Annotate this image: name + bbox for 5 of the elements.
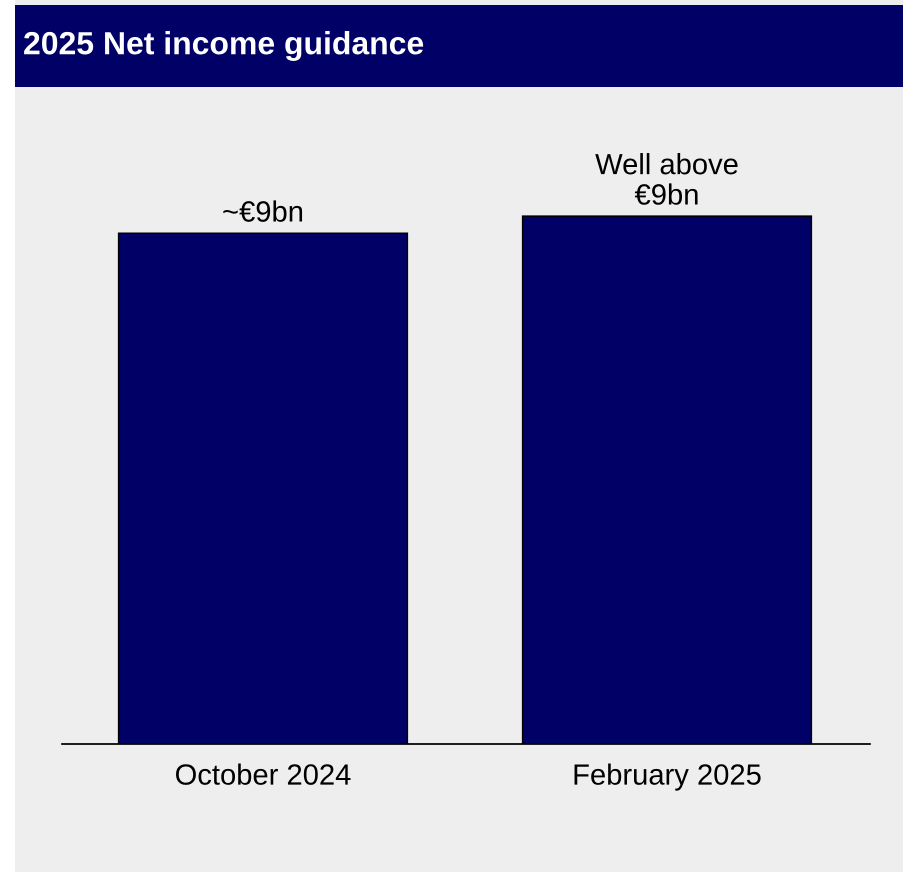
- x-tick-label: February 2025: [574, 763, 761, 791]
- x-tick-label: October 2024: [176, 763, 351, 785]
- chart-title: 2025 Net income guidance: [24, 31, 424, 61]
- data-label: Well above €9bn: [595, 153, 738, 205]
- data-label: ~€9bn: [223, 200, 302, 222]
